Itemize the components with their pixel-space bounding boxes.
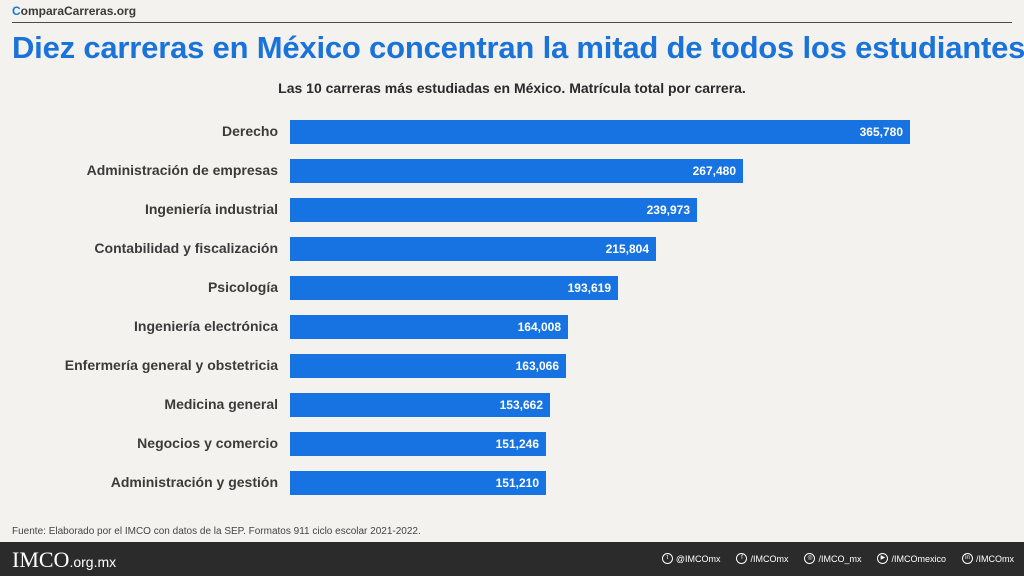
bar: 365,780	[290, 120, 910, 144]
value-label: 151,210	[495, 476, 539, 490]
imco-logo: IMCO.org.mx	[12, 547, 116, 573]
bar: 267,480	[290, 159, 743, 183]
social-handle: /IMCO_mx	[818, 553, 862, 564]
bar-row: Derecho 365,780	[0, 120, 1024, 144]
twitter-icon: t	[661, 553, 673, 564]
value-label: 163,066	[515, 359, 559, 373]
value-label: 239,973	[646, 203, 690, 217]
bar-row: Negocios y comercio 151,246	[0, 432, 1024, 456]
bar: 164,008	[290, 315, 568, 339]
social-link[interactable]: ▶/IMCOmexico	[877, 553, 946, 564]
category-label: Enfermería general y obstetricia	[64, 357, 278, 373]
header-divider	[12, 22, 1012, 23]
bar-row: Ingeniería electrónica 164,008	[0, 315, 1024, 339]
category-label: Administración de empresas	[86, 162, 278, 178]
bar: 151,246	[290, 432, 546, 456]
social-handle: /IMCOmx	[976, 553, 1014, 564]
category-label: Ingeniería industrial	[144, 201, 278, 217]
bar-row: Enfermería general y obstetricia 163,066	[0, 354, 1024, 378]
bar-row: Contabilidad y fiscalización 215,804	[0, 237, 1024, 261]
youtube-icon: ▶	[877, 553, 889, 564]
social-handle: @IMCOmx	[675, 553, 721, 564]
social-handle: /IMCOmx	[750, 553, 789, 564]
facebook-icon: f	[736, 553, 748, 564]
bar-row: Administración y gestión 151,210	[0, 471, 1024, 495]
category-label: Negocios y comercio	[137, 435, 278, 451]
category-label: Medicina general	[164, 396, 278, 412]
bar-row: Ingeniería industrial 239,973	[0, 198, 1024, 222]
social-link[interactable]: in/IMCOmx	[962, 553, 1014, 564]
bar: 151,210	[290, 471, 546, 495]
social-links: t @IMCOmx f/IMCOmx ◎/IMCO_mx ▶/IMCOmexico in /…	[661, 553, 1014, 564]
footer-bar: IMCO.org.mx t @IMCOmx f/IMCOmx ◎/IMCO_mx ▶/I…	[0, 542, 1024, 576]
linkedin-icon: in	[962, 553, 973, 564]
bar: 163,066	[290, 354, 566, 378]
bar: 239,973	[290, 198, 697, 222]
bar: 153,662	[290, 393, 550, 417]
value-label: 193,619	[567, 281, 611, 295]
value-label: 151,246	[495, 437, 539, 451]
social-handle: /IMCOmexico	[891, 553, 946, 564]
brand-name: omparaCarreras.org	[20, 4, 137, 18]
social-link[interactable]: f/IMCOmx	[736, 553, 788, 564]
category-label: Psicología	[207, 279, 278, 295]
bar-row: Psicología 193,619	[0, 276, 1024, 300]
bar-row: Administración de empresas 267,480	[0, 159, 1024, 183]
bar-row: Medicina general 153,662	[0, 393, 1024, 417]
category-label: Derecho	[221, 123, 278, 139]
social-link[interactable]: t @IMCOmx	[661, 553, 721, 564]
social-link[interactable]: ◎/IMCO_mx	[804, 553, 861, 564]
value-label: 365,780	[859, 125, 903, 139]
bar-chart: Derecho 365,780 Administración de empresas…	[0, 115, 1024, 505]
category-label: Ingeniería electrónica	[134, 318, 278, 334]
brand-first-letter: C	[12, 4, 21, 18]
source-note: Fuente: Elaborado por el IMCO con datos …	[12, 526, 421, 537]
brand-logo: ComparaCarreras.org	[12, 4, 136, 18]
category-label: Contabilidad y fiscalización	[94, 240, 278, 256]
value-label: 153,662	[499, 398, 543, 412]
category-label: Administración y gestión	[110, 474, 278, 490]
value-label: 267,480	[692, 164, 736, 178]
value-label: 215,804	[605, 242, 649, 256]
imco-logo-domain: .org.mx	[69, 554, 117, 570]
bar: 193,619	[290, 276, 618, 300]
imco-logo-text: IMCO	[12, 547, 70, 572]
chart-title: Diez carreras en México concentran la mi…	[12, 30, 1024, 65]
instagram-icon: ◎	[804, 553, 816, 564]
value-label: 164,008	[517, 320, 561, 334]
chart-subtitle: Las 10 carreras más estudiadas en México…	[278, 80, 746, 96]
bar: 215,804	[290, 237, 656, 261]
